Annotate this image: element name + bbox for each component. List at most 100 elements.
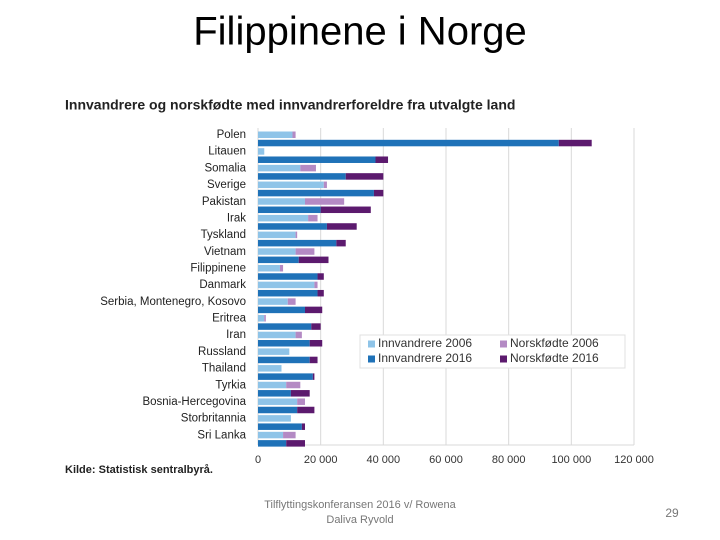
y-tick-label: Filippinene: [190, 263, 246, 275]
bar-segment: [258, 440, 287, 447]
bar-segment: [258, 248, 296, 255]
bar-segment: [258, 139, 559, 147]
bar-segment: [314, 281, 318, 289]
bar-segment: [258, 406, 298, 414]
y-tick-label: Bosnia-Hercegovina: [142, 396, 246, 408]
bar-segment: [317, 273, 324, 280]
slide-title: Filippinene i Norge: [193, 10, 527, 54]
bar-segment: [258, 315, 265, 322]
bar-segment: [292, 131, 296, 138]
bar-segment: [258, 348, 290, 355]
bar-segment: [295, 331, 302, 339]
bar-segment: [326, 223, 357, 230]
x-tick-label: 0: [255, 454, 261, 466]
bar-segment: [312, 373, 315, 380]
y-tick-label: Litauen: [208, 146, 246, 158]
y-tick-label: Sri Lanka: [197, 429, 246, 441]
bar-segment: [297, 398, 305, 405]
bar-segment: [258, 131, 293, 138]
legend-swatch: [500, 355, 507, 363]
bar-segment: [258, 239, 337, 247]
source: Kilde: Statistisk sentralbyrå.: [65, 464, 213, 476]
bar-segment: [258, 148, 265, 155]
y-tick-label: Thailand: [202, 363, 246, 375]
bar-segment: [258, 415, 291, 422]
bar-segment: [258, 173, 346, 180]
bar-segment: [258, 198, 305, 205]
bar-segment: [258, 231, 296, 239]
legend-label: Innvandrere 2006: [378, 336, 472, 350]
legend-label: Norskfødte 2016: [510, 351, 599, 365]
bar-segment: [301, 423, 305, 430]
bar-segment: [558, 139, 592, 147]
bar-segment: [258, 373, 313, 380]
y-tick-label: Tyrkia: [215, 379, 246, 391]
y-tick-label: Serbia, Montenegro, Kosovo: [100, 296, 246, 308]
y-tick-label: Sverige: [207, 179, 246, 191]
y-tick-label: Storbritannia: [181, 413, 247, 425]
y-tick-label: Russland: [198, 346, 246, 358]
y-tick-label: Irak: [227, 212, 246, 224]
bar-segment: [258, 340, 310, 347]
legend-label: Norskfødte 2006: [510, 336, 599, 350]
x-tick-label: 60 000: [429, 454, 463, 466]
bar-segment: [258, 298, 288, 305]
y-tick-label: Danmark: [199, 279, 246, 291]
bar-segment: [283, 431, 296, 439]
chart-title: Innvandrere og norskfødte med innvandrer…: [65, 97, 515, 113]
bar-segment: [308, 214, 318, 222]
bar-segment: [258, 398, 298, 405]
bar-segment: [279, 264, 284, 272]
x-tick-label: 120 000: [614, 454, 654, 466]
bar-segment: [258, 323, 312, 330]
bar-segment: [375, 156, 389, 163]
bar-segment: [290, 390, 310, 397]
bar-segment: [286, 440, 305, 447]
x-tick-label: 40 000: [367, 454, 401, 466]
bar-segment: [320, 206, 371, 214]
y-tick-label: Somalia: [204, 162, 246, 174]
bar-segment: [286, 381, 301, 389]
bar-segment: [305, 306, 323, 314]
bar-segment: [287, 298, 296, 305]
bar-segment: [258, 281, 315, 289]
bar-segment: [258, 189, 374, 197]
bar-segment: [258, 181, 324, 189]
bar-segment: [258, 423, 302, 430]
bar-segment: [345, 173, 384, 180]
bar-segment: [258, 156, 376, 163]
bar-segment: [295, 231, 298, 239]
bar-segment: [309, 340, 323, 347]
bar-segment: [264, 315, 266, 322]
y-tick-label: Tyskland: [201, 229, 246, 241]
legend-swatch: [500, 340, 507, 348]
plot: 0 20 000 40 000 60 000 80 000 100 000 120 000 P…: [100, 128, 654, 466]
legend-swatch: [368, 355, 375, 363]
bar-segment: [317, 289, 324, 297]
y-tick-label: Vietnam: [204, 246, 246, 258]
footer-box: Tilflyttingskonferansen 2016 v/ Rowena D…: [264, 499, 456, 526]
y-tick-label: Eritrea: [212, 313, 246, 325]
y-tick-label: Pakistan: [202, 196, 246, 208]
bar-segment: [258, 431, 284, 439]
bar-segment: [311, 323, 321, 330]
legend-label: Innvandrere 2016: [378, 351, 472, 365]
bar-segment: [258, 206, 321, 214]
bar-segment: [258, 273, 318, 280]
bar-segment: [258, 331, 296, 339]
bar-segment: [258, 164, 301, 172]
legend-box: [359, 334, 626, 369]
bar-segment: [336, 239, 346, 247]
bar-segment: [258, 289, 318, 297]
footer: Tilflyttingskonferansen 2016 v/ Rowena D…: [264, 499, 456, 526]
bar-segment: [295, 248, 315, 255]
bar-segment: [258, 306, 305, 314]
bar-segment: [300, 164, 316, 172]
bar-segment: [297, 406, 315, 414]
y-tick-label: Polen: [217, 129, 246, 141]
bar-segment: [323, 181, 327, 189]
legend: Innvandrere 2006 Norskfødte 2006 Innvandre…: [359, 334, 626, 369]
bar-segment: [373, 189, 384, 197]
bar-segment: [298, 256, 329, 264]
